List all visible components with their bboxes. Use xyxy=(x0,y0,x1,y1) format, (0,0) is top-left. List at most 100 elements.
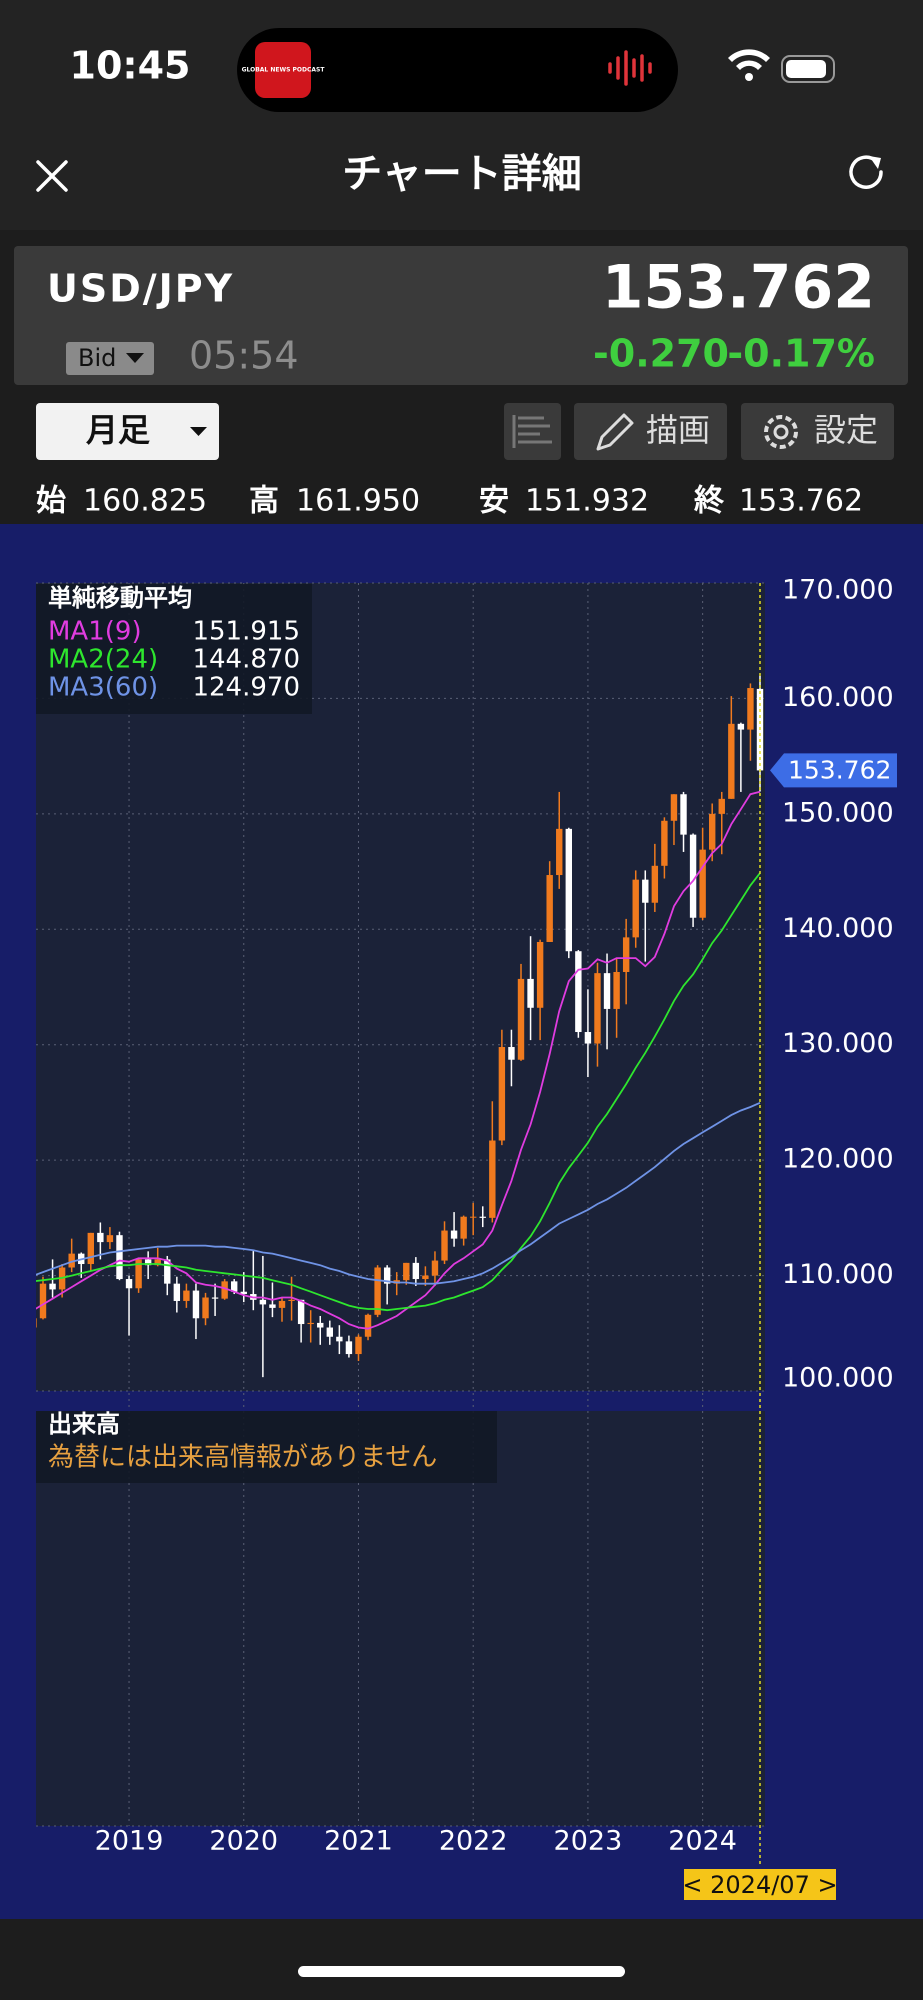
candle-body xyxy=(565,828,572,952)
candle-body xyxy=(36,1318,37,1328)
legend-value: 151.915 xyxy=(192,617,300,647)
battery-icon xyxy=(781,55,835,83)
candle-body xyxy=(517,978,525,1060)
candle-body xyxy=(259,1299,267,1305)
candle-body xyxy=(144,1259,152,1266)
ohlc-label: 始 xyxy=(36,484,66,519)
x-tick-label: 2023 xyxy=(554,1826,623,1857)
period-label: 月足 xyxy=(86,411,150,449)
candle-body xyxy=(584,1032,592,1044)
podcast-icon xyxy=(255,42,311,98)
candle-body xyxy=(728,723,735,799)
last-price-tag xyxy=(770,753,897,788)
candle-body xyxy=(269,1304,276,1308)
legend-name: MA1(9) xyxy=(48,617,142,647)
y-tick-label: 140.000 xyxy=(782,913,894,944)
candle-body xyxy=(317,1322,324,1328)
x-tick-label: 2021 xyxy=(324,1826,393,1857)
candle-body xyxy=(498,1047,506,1141)
bottom-area xyxy=(0,1919,923,2000)
candle-body xyxy=(651,865,659,903)
candle-body xyxy=(412,1262,420,1280)
candle-body xyxy=(221,1281,228,1299)
candle-body xyxy=(307,1322,314,1325)
volume-box xyxy=(36,1411,497,1483)
candle-body xyxy=(106,1235,114,1243)
draw-button[interactable]: 描画 xyxy=(574,403,727,460)
candle-body xyxy=(97,1232,104,1243)
y-tick-label: 150.000 xyxy=(782,797,894,828)
candle-body xyxy=(670,794,678,821)
candle-body xyxy=(326,1327,333,1337)
side-label: Bid xyxy=(78,344,116,372)
ohlc-label: 高 xyxy=(249,484,279,519)
y-tick-label: 160.000 xyxy=(782,682,894,713)
candle-body xyxy=(39,1283,47,1319)
volume-title: 出来高 xyxy=(48,1410,120,1438)
ma-line xyxy=(36,790,761,1330)
candle-body xyxy=(622,937,630,972)
legend-title: 単純移動平均 xyxy=(48,584,192,612)
x-tick-label: 2024 xyxy=(668,1826,737,1857)
podcast-icon-text: GLOBAL NEWS PODCAST xyxy=(242,67,326,74)
candle-body xyxy=(125,1279,133,1289)
x-tick-label: 2020 xyxy=(209,1826,278,1857)
candle-body xyxy=(709,813,716,850)
candle-body xyxy=(173,1283,181,1301)
x-tick-label: 2019 xyxy=(95,1826,164,1857)
candle-body xyxy=(508,1047,515,1060)
candle-body xyxy=(737,723,745,730)
legend-name: MA2(24) xyxy=(48,645,158,675)
candle-body xyxy=(613,971,620,1009)
candle-body xyxy=(68,1253,75,1268)
candle-body xyxy=(240,1291,247,1295)
y-tick-label: 130.000 xyxy=(782,1028,894,1059)
y-tick-label: 110.000 xyxy=(782,1259,894,1290)
audio-wave xyxy=(608,50,652,86)
y-tick-label: 120.000 xyxy=(782,1144,894,1175)
y-tick-label: 100.000 xyxy=(782,1363,894,1394)
ohlc-row: 始 160.825 高 161.950 安 151.932 終 153.762 xyxy=(36,484,863,519)
candle-body xyxy=(278,1300,286,1308)
ohlc-label: 安 xyxy=(479,484,509,519)
refresh-button[interactable] xyxy=(849,155,883,189)
quote-time: 05:54 xyxy=(189,334,299,378)
cursor-label: < 2024/07 > xyxy=(682,1871,837,1899)
legend-box xyxy=(36,584,312,714)
battery-level xyxy=(786,60,826,78)
candle-body xyxy=(603,973,611,1009)
candle-body xyxy=(431,1260,439,1276)
grid xyxy=(36,582,765,1826)
legend-value: 144.870 xyxy=(192,645,300,675)
candle-body xyxy=(470,1216,477,1218)
candle-body xyxy=(164,1259,171,1284)
plot-content xyxy=(36,675,764,1378)
y-tick-label: 170.000 xyxy=(782,575,894,606)
candle-body xyxy=(460,1216,467,1239)
period-dropdown[interactable]: 月足 xyxy=(36,403,219,460)
candle-body xyxy=(699,849,706,918)
candle-body xyxy=(231,1281,238,1292)
quote-panel xyxy=(14,246,908,385)
candle-body xyxy=(661,820,668,866)
candle-body xyxy=(479,1216,486,1218)
candle-body xyxy=(527,978,534,1008)
dynamic-island xyxy=(237,28,678,112)
candle-body xyxy=(689,834,697,918)
legend-name: MA3(60) xyxy=(48,673,158,703)
settings-button[interactable]: 設定 xyxy=(741,403,894,460)
candle-body xyxy=(364,1314,372,1337)
panel-button[interactable] xyxy=(504,403,561,460)
close-button[interactable] xyxy=(36,160,68,192)
draw-label: 描画 xyxy=(646,411,710,449)
candle-body xyxy=(594,973,601,1044)
side-selector[interactable]: Bid xyxy=(66,342,154,375)
candle-body xyxy=(336,1336,343,1342)
page-title: チャート詳細 xyxy=(342,151,582,197)
candle-body xyxy=(747,688,754,730)
candle-body xyxy=(450,1230,458,1239)
candle-body xyxy=(374,1267,381,1315)
settings-label: 設定 xyxy=(814,411,878,449)
candle-body xyxy=(546,875,553,942)
